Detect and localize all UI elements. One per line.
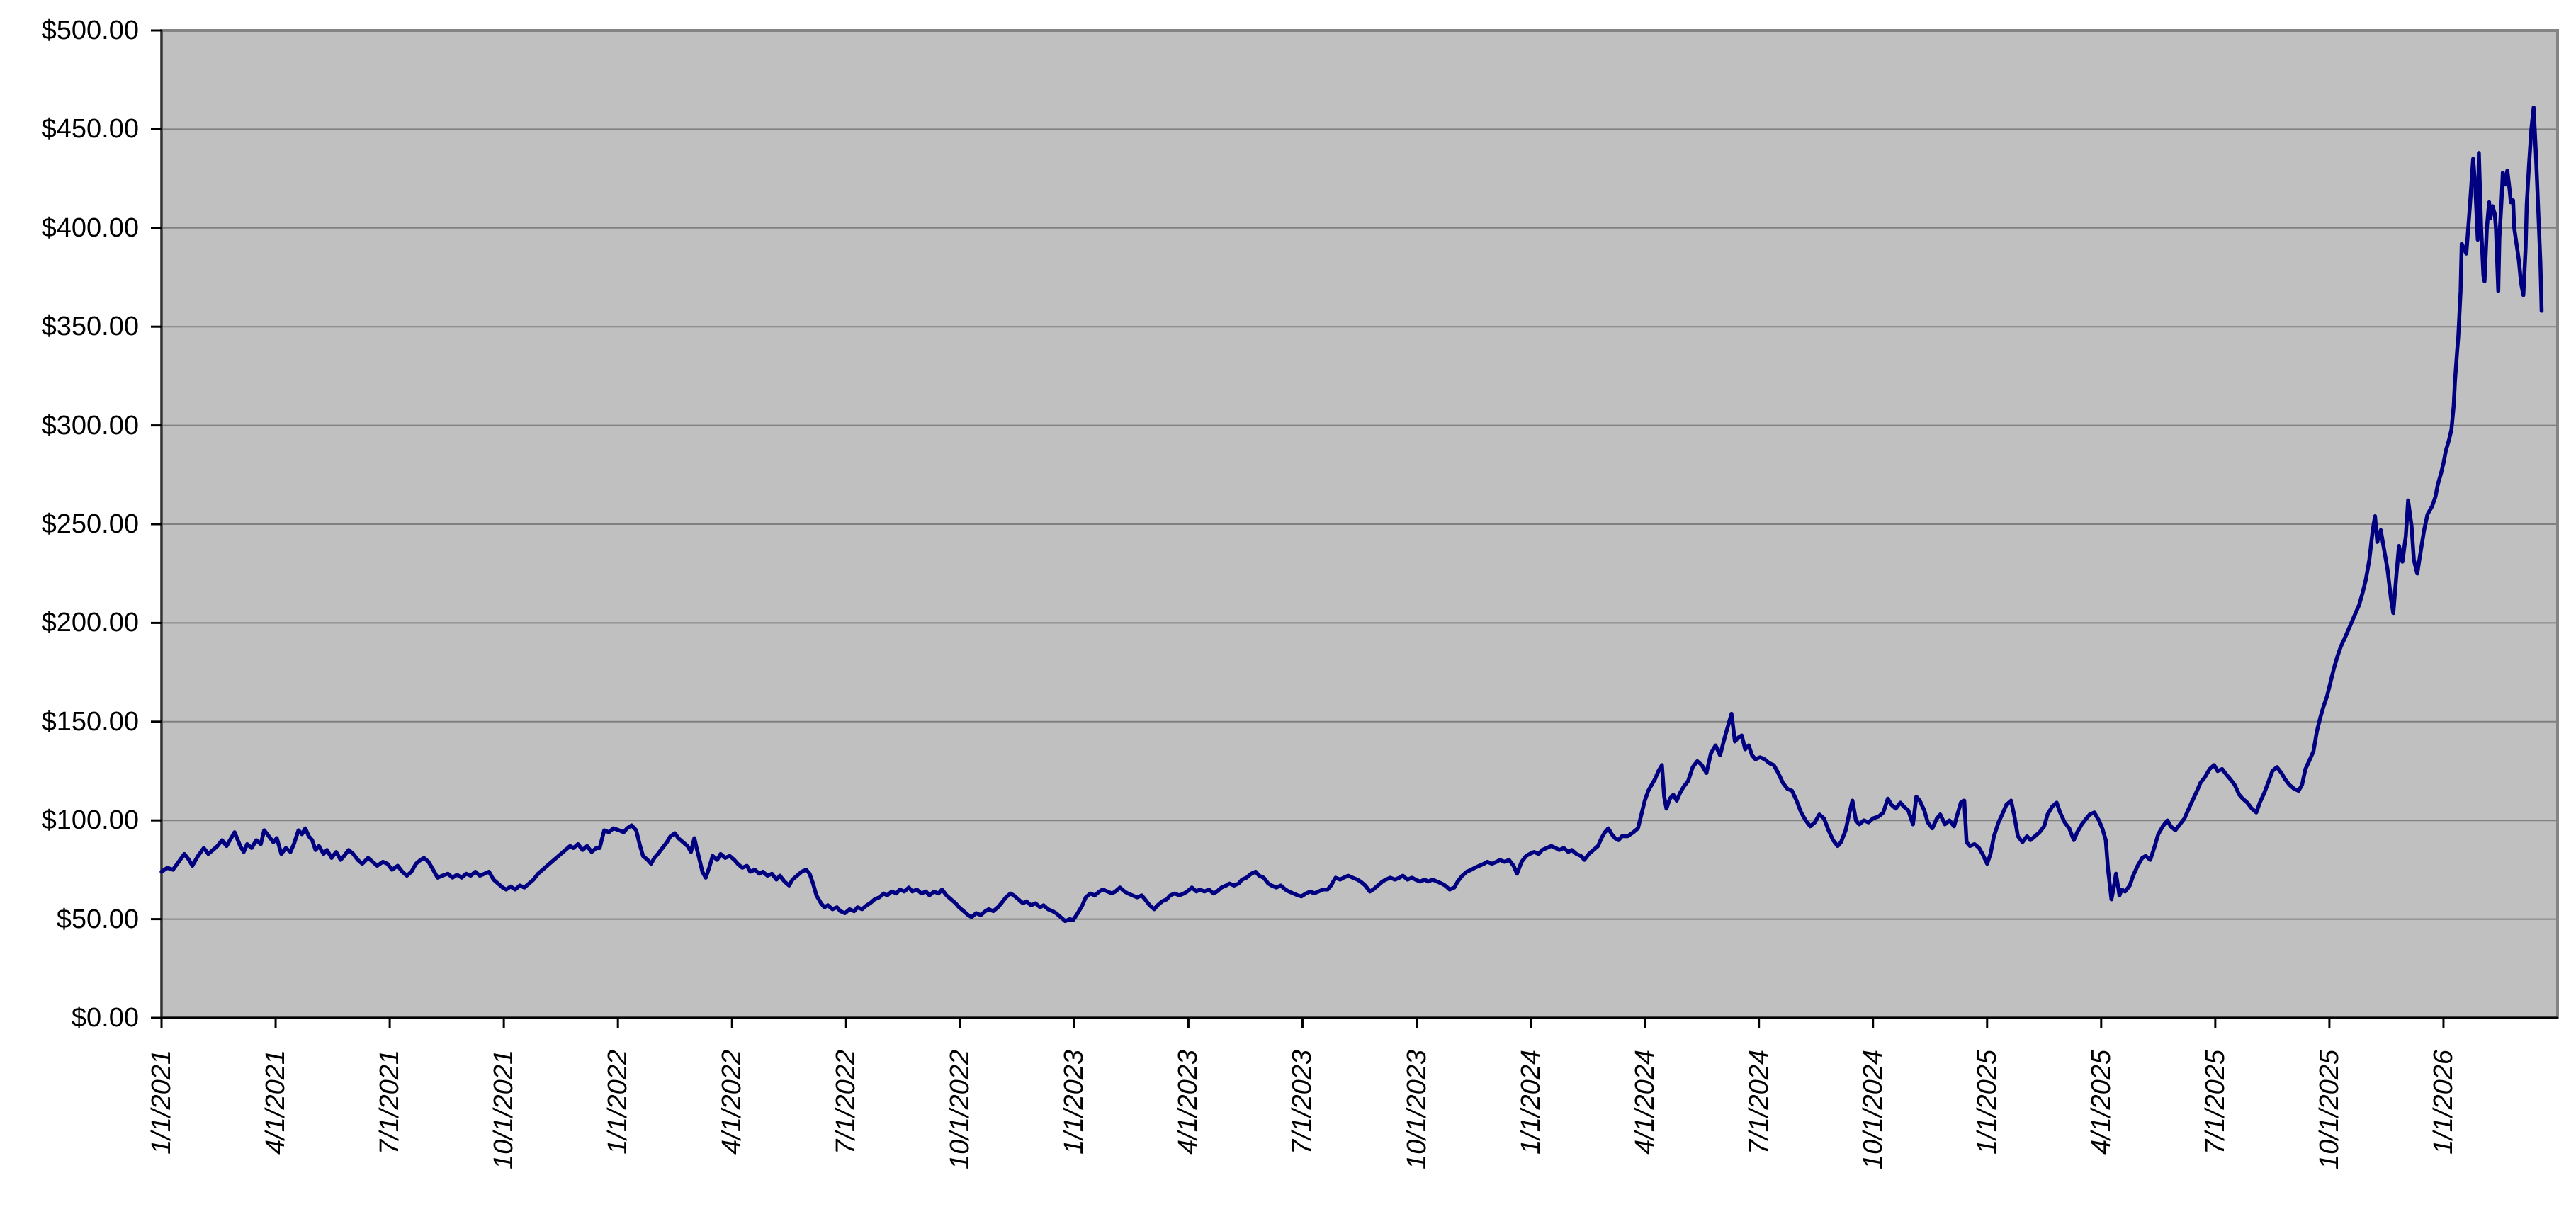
y-axis-label: $50.00 bbox=[56, 904, 139, 934]
x-axis-label: 4/1/2023 bbox=[1173, 1050, 1204, 1155]
y-axis-label: $400.00 bbox=[41, 212, 139, 243]
x-axis-label: 1/1/2025 bbox=[1972, 1050, 2002, 1155]
x-axis-label: 10/1/2021 bbox=[489, 1050, 519, 1170]
y-axis-label: $350.00 bbox=[41, 312, 139, 342]
x-axis-label: 10/1/2025 bbox=[2314, 1050, 2344, 1170]
x-axis-label: 4/1/2025 bbox=[2086, 1050, 2116, 1155]
price-line bbox=[159, 105, 2544, 924]
y-axis-label: $0.00 bbox=[71, 1003, 139, 1033]
y-axis-label: $100.00 bbox=[41, 805, 139, 836]
y-axis-label: $500.00 bbox=[41, 16, 139, 45]
y-axis-label: $200.00 bbox=[41, 608, 139, 638]
x-axis-label: 10/1/2022 bbox=[945, 1050, 976, 1170]
y-axis-label: $450.00 bbox=[41, 114, 139, 144]
x-axis-label: 7/1/2022 bbox=[831, 1050, 862, 1155]
x-axis-label: 4/1/2022 bbox=[717, 1050, 747, 1155]
x-axis-label: 1/1/2022 bbox=[603, 1050, 633, 1155]
x-axis-label: 7/1/2021 bbox=[375, 1050, 405, 1155]
x-axis-label: 4/1/2024 bbox=[1629, 1050, 1660, 1155]
x-axis-label: 7/1/2023 bbox=[1287, 1050, 1318, 1155]
x-axis-label: 1/1/2023 bbox=[1059, 1050, 1090, 1155]
x-axis-label: 10/1/2024 bbox=[1858, 1050, 1888, 1170]
x-axis-label: 1/1/2026 bbox=[2428, 1050, 2458, 1155]
y-axis-label: $300.00 bbox=[41, 410, 139, 441]
y-axis-label: $250.00 bbox=[41, 509, 139, 539]
x-axis-label: 7/1/2025 bbox=[2200, 1050, 2230, 1155]
x-axis-label: 1/1/2024 bbox=[1515, 1050, 1546, 1155]
y-axis-label: $150.00 bbox=[41, 706, 139, 737]
x-axis-label: 4/1/2021 bbox=[261, 1050, 291, 1155]
x-axis-label: 7/1/2024 bbox=[1744, 1050, 1774, 1155]
x-axis-label: 10/1/2023 bbox=[1401, 1050, 1432, 1170]
x-axis-label: 1/1/2021 bbox=[147, 1050, 176, 1155]
